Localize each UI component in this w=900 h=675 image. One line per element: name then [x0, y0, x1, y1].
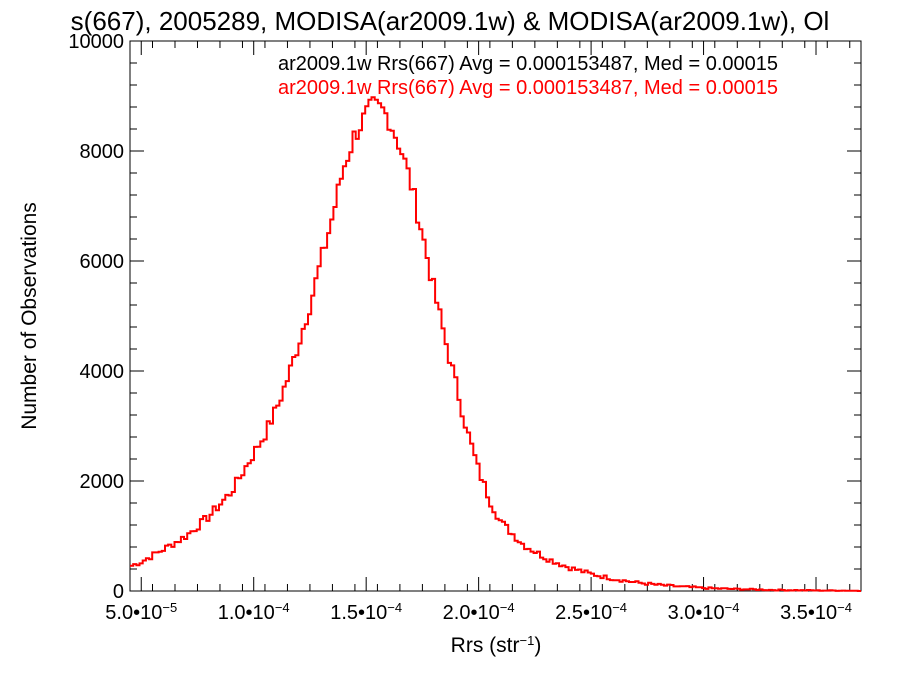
y-tick-label: 6000 [80, 251, 125, 273]
x-tick-label: 3.0•10−4 [668, 600, 740, 625]
x-tick-labels: 5.0•10−5 1.0•10−4 1.5•10−4 2.0•10−4 2.5•10−4… [105, 600, 852, 625]
y-tick-label: 10000 [68, 31, 124, 53]
y-tick-label: 8000 [80, 141, 125, 163]
x-tick-mantissa: 1.5•10 [330, 602, 387, 624]
x-tick-mantissa: 2.5•10 [555, 602, 612, 624]
x-tick-exponent: −5 [162, 600, 177, 615]
x-tick-label: 2.5•10−4 [555, 600, 627, 625]
y-tick-label: 4000 [80, 361, 125, 383]
x-tick-mantissa: 2.0•10 [443, 602, 500, 624]
y-tick-labels: 0 2000 4000 6000 8000 10000 [68, 31, 124, 603]
x-tick-mantissa: 1.0•10 [218, 602, 275, 624]
x-axis-label-base: Rrs (str [451, 634, 520, 657]
x-tick-label: 1.5•10−4 [330, 600, 402, 625]
x-tick-label: 2.0•10−4 [443, 600, 515, 625]
y-tick-label: 2000 [80, 471, 125, 493]
x-axis-label-close: ) [534, 634, 541, 657]
x-tick-exponent: −4 [500, 600, 515, 615]
x-tick-mantissa: 5.0•10 [105, 602, 162, 624]
x-axis-label: Rrs (str−1) [451, 633, 542, 658]
legend-entry: ar2009.1w Rrs(667) Avg = 0.000153487, Me… [278, 53, 778, 75]
axis-ticks [130, 40, 861, 592]
plot-frame [129, 40, 862, 592]
x-tick-mantissa: 3.5•10 [780, 602, 837, 624]
x-tick-exponent: −4 [387, 600, 402, 615]
x-tick-exponent: −4 [837, 600, 852, 615]
histogram-series-line [130, 96, 861, 592]
x-tick-label: 1.0•10−4 [218, 600, 290, 625]
chart-title: s(667), 2005289, MODISA(ar2009.1w) & MOD… [71, 6, 830, 36]
x-tick-mantissa: 3.0•10 [668, 602, 725, 624]
y-tick-label: 0 [113, 581, 124, 603]
x-tick-label: 5.0•10−5 [105, 600, 177, 625]
y-axis-label: Number of Observations [18, 202, 41, 430]
x-tick-exponent: −4 [725, 600, 740, 615]
x-tick-label: 3.5•10−4 [780, 600, 852, 625]
x-axis-label-exponent: −1 [520, 633, 535, 648]
legend: ar2009.1w Rrs(667) Avg = 0.000153487, Me… [278, 53, 778, 99]
legend-entry: ar2009.1w Rrs(667) Avg = 0.000153487, Me… [278, 77, 778, 99]
x-tick-exponent: −4 [275, 600, 290, 615]
x-tick-exponent: −4 [612, 600, 627, 615]
